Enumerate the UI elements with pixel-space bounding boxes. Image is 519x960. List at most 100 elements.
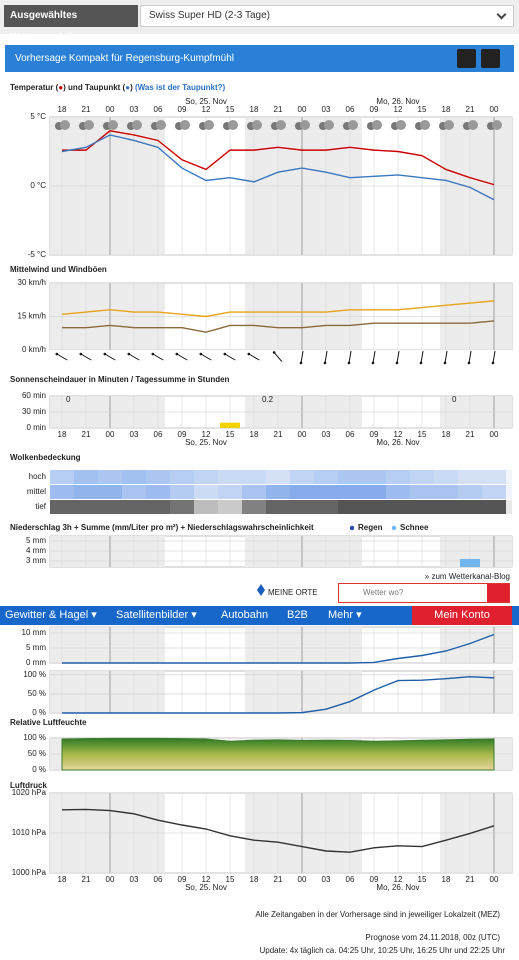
row-label: tief xyxy=(35,502,46,511)
hour-label: 21 xyxy=(82,875,91,884)
line xyxy=(62,320,495,333)
cloud-cell xyxy=(98,500,122,514)
hour-label: 12 xyxy=(394,430,403,439)
cloud-cell xyxy=(194,470,218,484)
hour-label: 21 xyxy=(274,105,283,114)
nav-item[interactable]: Satellitenbilder ▾ xyxy=(116,609,197,621)
arrow-head xyxy=(323,361,327,365)
hour-label: 09 xyxy=(370,875,379,884)
cloud-part xyxy=(204,120,214,130)
hour-label: 21 xyxy=(82,430,91,439)
hour-label: 12 xyxy=(202,105,211,114)
arrow-head xyxy=(223,352,227,356)
dewpoint-link[interactable]: (Was ist der Taupunkt?) xyxy=(135,83,226,92)
arrow-head xyxy=(371,361,375,365)
search-button[interactable] xyxy=(487,584,509,602)
arrow-head xyxy=(395,361,399,365)
section-title: Sonnenscheindauer in Minuten / Tagessumm… xyxy=(10,375,230,384)
hour-label: 12 xyxy=(202,430,211,439)
model-bar: Ausgewähltes Wettermodell: Swiss Super H… xyxy=(0,0,519,43)
arrow-head xyxy=(79,352,83,356)
model-select[interactable]: Swiss Super HD (2-3 Tage) xyxy=(140,5,514,27)
cloud-cell xyxy=(410,470,434,484)
cloud-cell xyxy=(362,470,386,484)
cloud-cell xyxy=(338,470,362,484)
day-label: So, 25. Nov xyxy=(185,883,227,892)
day-label: Mo, 26. Nov xyxy=(376,97,419,106)
hour-label: 00 xyxy=(490,875,499,884)
arrow-head xyxy=(491,361,495,365)
cloud-cell xyxy=(338,500,362,514)
title-part: ) und Taupunkt ( xyxy=(63,83,125,92)
hour-label: 09 xyxy=(370,105,379,114)
cloud-part xyxy=(228,120,238,130)
footer-note: Alle Zeitangaben in der Vorhersage sind … xyxy=(255,910,500,919)
cloud-cell xyxy=(74,500,98,514)
y-tick-label: 60 min xyxy=(22,391,46,400)
cloud-cell xyxy=(290,500,314,514)
wind-arrow xyxy=(224,353,236,361)
my-places: MEINE ORTE xyxy=(268,588,318,597)
wind-arrow xyxy=(152,353,164,361)
bar xyxy=(460,559,480,567)
cloud-cell xyxy=(458,485,482,499)
hour-label: 18 xyxy=(442,875,451,884)
cloud-cell xyxy=(386,485,410,499)
y-tick-label: 0 mm xyxy=(26,658,46,667)
hour-label: 00 xyxy=(106,875,115,884)
cloud-cell xyxy=(122,500,146,514)
account-button[interactable]: Mein Konto xyxy=(412,606,512,625)
cloud-cell xyxy=(434,485,458,499)
y-tick-label: 15 km/h xyxy=(18,312,46,321)
y-tick-label: 50 % xyxy=(28,749,46,758)
wind-arrow xyxy=(420,351,424,363)
arrow-head xyxy=(55,352,59,356)
cloud-cell xyxy=(482,500,506,514)
bar xyxy=(220,422,240,428)
day-label: So, 25. Nov xyxy=(185,438,227,447)
nav-item[interactable]: Mehr ▾ xyxy=(328,609,362,621)
wind-arrow xyxy=(80,353,92,361)
nav-item[interactable]: Gewitter & Hagel ▾ xyxy=(5,609,97,621)
hour-label: 03 xyxy=(322,105,331,114)
hour-label: 15 xyxy=(418,105,427,114)
weather-icon xyxy=(79,120,94,130)
cloud-cell xyxy=(122,485,146,499)
hour-label: 00 xyxy=(106,105,115,114)
y-tick-label: 5 mm xyxy=(26,643,46,652)
day-label: Mo, 26. Nov xyxy=(376,883,419,892)
hour-label: 00 xyxy=(490,105,499,114)
cloud-cell xyxy=(170,500,194,514)
hour-label: 03 xyxy=(130,875,139,884)
y-tick-label: 0 °C xyxy=(30,181,46,190)
cloud-cell xyxy=(266,485,290,499)
account-label: Mein Konto xyxy=(434,609,490,621)
dew-dot: ● xyxy=(125,83,130,92)
search-box[interactable]: Wetter wo? xyxy=(338,583,510,603)
day-label: Mo, 26. Nov xyxy=(376,438,419,447)
cloud-part xyxy=(444,120,454,130)
nav-item[interactable]: B2B xyxy=(287,609,308,621)
cloud-cell xyxy=(194,500,218,514)
model-value: Swiss Super HD (2-3 Tage) xyxy=(149,10,270,21)
search-placeholder: Wetter wo? xyxy=(363,588,404,597)
row-label: hoch xyxy=(29,472,46,481)
cloud-part xyxy=(156,120,166,130)
hour-label: 21 xyxy=(466,105,475,114)
cloud-cell xyxy=(266,500,290,514)
line xyxy=(62,676,495,714)
cloud-cell xyxy=(146,500,170,514)
hour-label: 09 xyxy=(178,875,187,884)
arrow-head xyxy=(151,352,155,356)
arrow-head xyxy=(175,352,179,356)
nav-item[interactable]: Autobahn xyxy=(221,609,269,621)
forecast-header: Vorhersage Kompakt für Regensburg-Kumpfm… xyxy=(5,45,514,72)
twitter-button[interactable] xyxy=(457,49,476,68)
hour-label: 00 xyxy=(298,430,307,439)
arrow-row xyxy=(50,350,512,365)
cloud-part xyxy=(60,120,70,130)
facebook-button[interactable] xyxy=(481,49,500,68)
cloud-cell xyxy=(194,485,218,499)
cloud-part xyxy=(492,120,502,130)
hour-label: 15 xyxy=(418,875,427,884)
